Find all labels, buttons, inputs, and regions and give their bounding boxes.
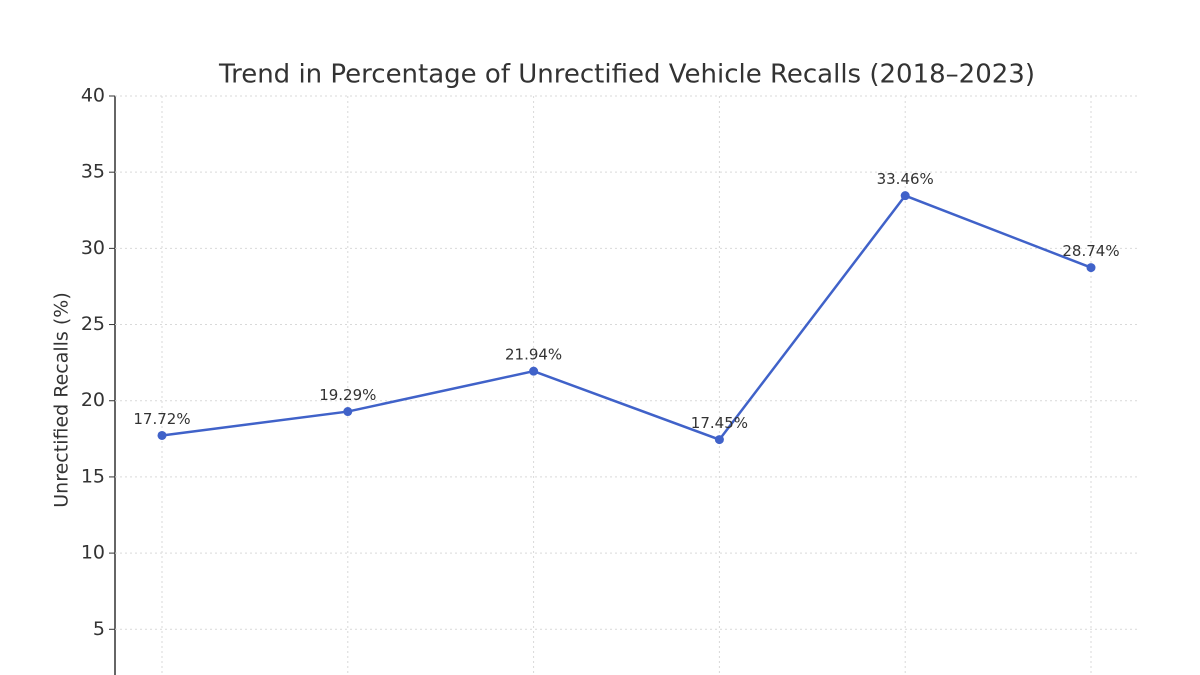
y-tick-label: 10 <box>81 542 105 564</box>
y-tick-label: 25 <box>81 313 105 335</box>
y-tick-label: 20 <box>81 389 105 411</box>
point <box>157 430 167 440</box>
point <box>714 435 724 445</box>
point <box>529 366 539 376</box>
y-tick-label: 30 <box>81 237 105 259</box>
y-tick-label: 35 <box>81 161 105 183</box>
chart-title: Trend in Percentage of Unrectified Vehic… <box>218 60 1035 90</box>
value-label: 33.46% <box>877 170 934 188</box>
point <box>1086 263 1096 273</box>
value-label: 19.29% <box>319 386 376 404</box>
value-label: 17.45% <box>691 414 748 432</box>
y-tick-label: 5 <box>93 618 105 640</box>
value-label: 28.74% <box>1062 242 1119 260</box>
value-label: 21.94% <box>505 346 562 364</box>
value-label: 17.72% <box>133 410 190 428</box>
y-tick-label: 40 <box>81 85 105 107</box>
point <box>900 191 910 201</box>
y-axis-label: Unrectified Recalls (%) <box>51 292 73 507</box>
line <box>161 194 1092 442</box>
point <box>343 407 353 417</box>
y-tick-label: 15 <box>81 465 105 487</box>
